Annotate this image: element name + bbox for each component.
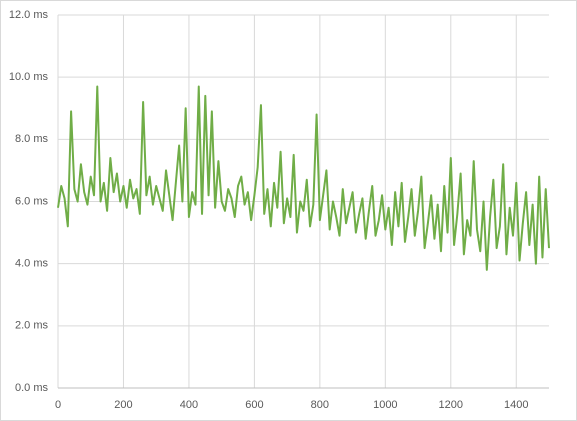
y-tick-label: 2.0 ms — [15, 320, 49, 332]
x-tick-label: 1200 — [439, 399, 463, 411]
x-tick-label: 1400 — [504, 399, 528, 411]
x-tick-label: 0 — [55, 399, 61, 411]
y-tick-label: 12.0 ms — [9, 9, 49, 21]
y-tick-label: 6.0 ms — [15, 195, 49, 207]
x-tick-label: 800 — [311, 399, 329, 411]
x-tick-label: 1000 — [373, 399, 397, 411]
data-line — [57, 85, 550, 271]
y-tick-label: 8.0 ms — [15, 133, 49, 145]
x-tick-label: 400 — [180, 399, 198, 411]
y-tick-label: 10.0 ms — [9, 71, 49, 83]
y-tick-label: 0.0 ms — [15, 382, 49, 394]
x-tick-label: 200 — [114, 399, 132, 411]
x-tick-label: 600 — [245, 399, 263, 411]
y-tick-label: 4.0 ms — [15, 258, 49, 270]
